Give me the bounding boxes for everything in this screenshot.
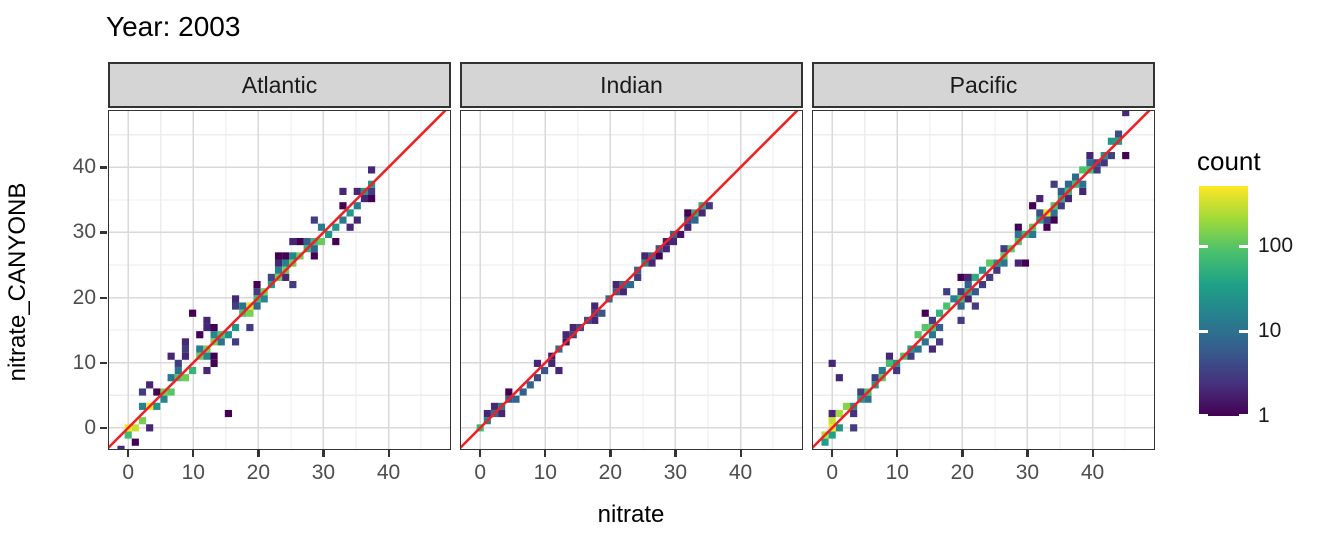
- legend-title: count: [1197, 146, 1261, 176]
- x-tick-label: 0: [474, 461, 487, 484]
- x-tick-mark: [192, 450, 195, 457]
- x-tick-label: 30: [663, 461, 688, 484]
- y-tick-mark: [100, 361, 107, 364]
- x-tick-label: 30: [311, 461, 336, 484]
- x-tick-label: 10: [533, 461, 557, 484]
- x-tick-label: 10: [181, 461, 205, 484]
- x-tick-mark: [1091, 450, 1094, 457]
- x-tick-label: 40: [728, 461, 753, 484]
- legend-tick-label: 10: [1258, 319, 1282, 343]
- x-tick-mark: [831, 450, 834, 457]
- x-tick-mark: [387, 450, 390, 457]
- facet-strip-label: Atlantic: [241, 71, 318, 98]
- x-tick-mark: [961, 450, 964, 457]
- panel-indian: [460, 110, 803, 450]
- y-tick-label: 30: [72, 220, 96, 244]
- panel-pacific: [812, 110, 1155, 450]
- x-tick-label: 20: [950, 461, 975, 484]
- x-tick-mark: [544, 450, 547, 457]
- y-tick-mark: [100, 296, 107, 299]
- legend-tick-label: 100: [1258, 234, 1294, 258]
- x-tick-label: 10: [885, 461, 909, 484]
- x-tick-mark: [609, 450, 612, 457]
- plot-title: Year: 2003: [106, 11, 241, 42]
- legend-tick-mark: [1239, 414, 1248, 417]
- identity-reference-line: [460, 110, 800, 450]
- facet-strip-pacific: Pacific: [812, 62, 1155, 108]
- facet-strip-atlantic: Atlantic: [108, 62, 451, 108]
- x-tick-label: 30: [1015, 461, 1040, 484]
- y-axis-title: nitrate_CANYONB: [4, 182, 31, 382]
- legend-colorbar: [1199, 186, 1248, 416]
- y-tick-mark: [100, 231, 107, 234]
- x-tick-label: 20: [246, 461, 271, 484]
- y-tick-label: 10: [72, 350, 96, 374]
- legend-tick-mark: [1199, 245, 1208, 248]
- facet-strip-indian: Indian: [460, 62, 803, 108]
- legend-tick-label: 1: [1258, 404, 1270, 427]
- legend-tick-mark: [1199, 330, 1208, 333]
- identity-reference-line: [108, 110, 448, 450]
- x-tick-label: 0: [826, 461, 839, 484]
- facet-strip-label: Pacific: [949, 71, 1018, 98]
- panel-atlantic: [108, 110, 451, 450]
- x-tick-mark: [322, 450, 325, 457]
- x-tick-mark: [257, 450, 260, 457]
- legend-tick-mark: [1239, 330, 1248, 333]
- x-axis-title: nitrate: [597, 501, 665, 528]
- x-tick-mark: [739, 450, 742, 457]
- x-tick-mark: [127, 450, 130, 457]
- x-tick-label: 40: [376, 461, 401, 484]
- y-tick-mark: [100, 166, 107, 169]
- y-tick-label: 0: [84, 415, 96, 439]
- legend-tick-mark: [1199, 414, 1208, 417]
- x-tick-mark: [1026, 450, 1029, 457]
- y-tick-label: 40: [72, 155, 96, 179]
- legend-tick-mark: [1239, 245, 1248, 248]
- x-tick-mark: [674, 450, 677, 457]
- y-tick-label: 20: [72, 285, 96, 309]
- x-tick-label: 0: [122, 461, 135, 484]
- x-tick-label: 40: [1080, 461, 1105, 484]
- facet-strip-label: Indian: [600, 71, 663, 98]
- x-tick-mark: [896, 450, 899, 457]
- x-tick-mark: [479, 450, 482, 457]
- identity-reference-line: [812, 110, 1152, 450]
- x-tick-label: 20: [598, 461, 623, 484]
- y-tick-mark: [100, 426, 107, 430]
